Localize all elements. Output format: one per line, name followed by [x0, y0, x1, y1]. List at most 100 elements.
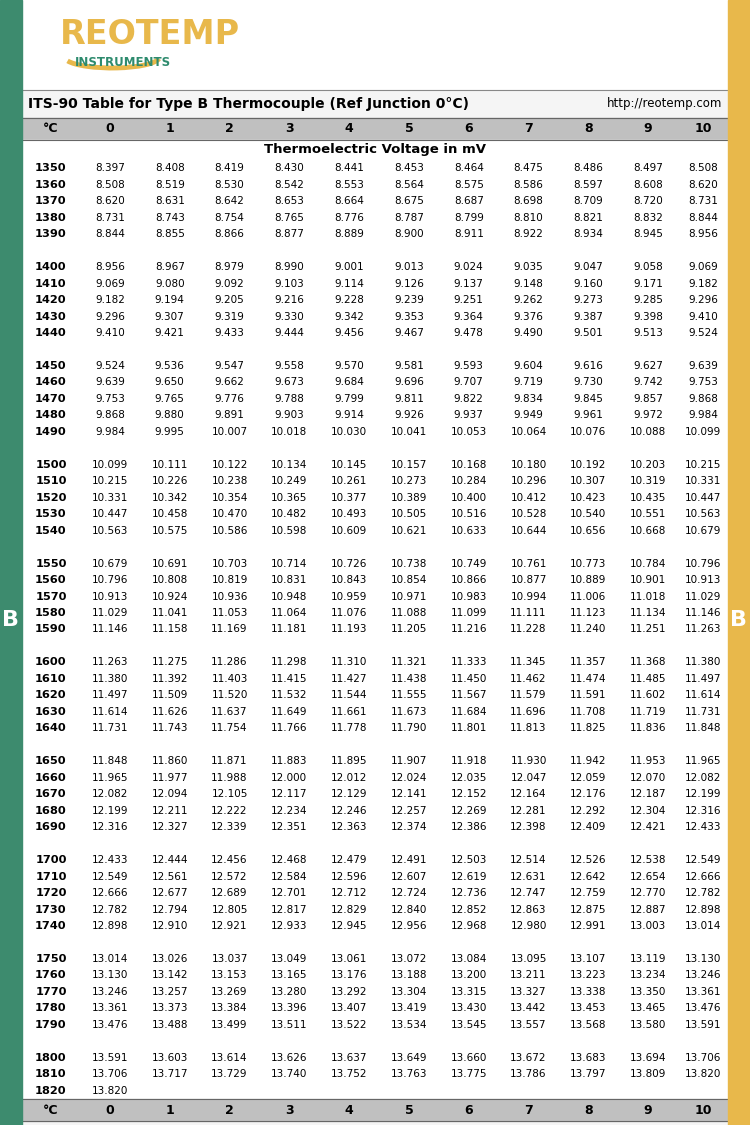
Text: 10.273: 10.273 — [391, 476, 427, 486]
Text: 9.069: 9.069 — [95, 279, 124, 288]
Bar — [22, 140, 728, 160]
Text: 9.937: 9.937 — [454, 411, 484, 421]
Text: 11.591: 11.591 — [570, 691, 607, 701]
Text: 11.088: 11.088 — [391, 608, 427, 618]
Text: 11.848: 11.848 — [92, 756, 128, 766]
Text: 11.626: 11.626 — [152, 706, 188, 717]
Text: 10.796: 10.796 — [685, 559, 722, 568]
Text: 10.261: 10.261 — [331, 476, 368, 486]
Text: 8.542: 8.542 — [274, 180, 304, 190]
Text: 12.199: 12.199 — [685, 790, 722, 799]
Text: 12.794: 12.794 — [152, 904, 188, 915]
Text: 10.749: 10.749 — [451, 559, 487, 568]
Text: 9.984: 9.984 — [688, 411, 718, 421]
Text: 11.041: 11.041 — [152, 608, 188, 618]
Text: 10.064: 10.064 — [511, 426, 547, 436]
Text: 13.200: 13.200 — [451, 971, 487, 981]
Text: 12.736: 12.736 — [451, 888, 487, 898]
Text: 12.805: 12.805 — [211, 904, 248, 915]
Text: 10.819: 10.819 — [211, 575, 248, 585]
Text: 13.706: 13.706 — [685, 1053, 722, 1063]
Text: 10.331: 10.331 — [92, 493, 128, 503]
Text: 10.808: 10.808 — [152, 575, 188, 585]
Text: 11.661: 11.661 — [331, 706, 368, 717]
Text: 9.319: 9.319 — [214, 312, 244, 322]
Text: 11.965: 11.965 — [685, 756, 722, 766]
Text: 13.269: 13.269 — [211, 987, 248, 997]
Text: 10.215: 10.215 — [92, 476, 128, 486]
Text: 10.994: 10.994 — [510, 592, 547, 602]
Text: 11.754: 11.754 — [211, 723, 248, 734]
Text: 10.726: 10.726 — [331, 559, 368, 568]
Text: 9.364: 9.364 — [454, 312, 484, 322]
Text: 9.444: 9.444 — [274, 328, 304, 338]
Text: 11.509: 11.509 — [152, 691, 188, 701]
Text: 13.361: 13.361 — [685, 987, 722, 997]
Text: 10.331: 10.331 — [685, 476, 722, 486]
Text: 8.979: 8.979 — [214, 262, 244, 272]
Text: 9.376: 9.376 — [514, 312, 544, 322]
Text: 13.072: 13.072 — [391, 954, 427, 964]
Text: 10.913: 10.913 — [92, 592, 128, 602]
Text: 11.216: 11.216 — [451, 624, 487, 634]
Text: 10.854: 10.854 — [391, 575, 427, 585]
Text: 11.450: 11.450 — [451, 674, 487, 684]
Text: 9.490: 9.490 — [514, 328, 544, 338]
Text: 13.338: 13.338 — [570, 987, 607, 997]
Text: 1710: 1710 — [35, 872, 67, 882]
Text: 13.304: 13.304 — [391, 987, 427, 997]
Text: 11.228: 11.228 — [510, 624, 547, 634]
Text: 12.770: 12.770 — [630, 888, 666, 898]
Text: 1610: 1610 — [35, 674, 67, 684]
Text: 10.668: 10.668 — [630, 525, 666, 536]
Text: 12.910: 12.910 — [152, 921, 188, 932]
Text: 11.965: 11.965 — [92, 773, 128, 783]
Text: 8.698: 8.698 — [514, 196, 544, 206]
Text: 9.845: 9.845 — [573, 394, 603, 404]
Text: 11.357: 11.357 — [570, 657, 607, 667]
Text: 9.296: 9.296 — [688, 295, 718, 305]
Text: 9.696: 9.696 — [394, 377, 424, 387]
Text: 9.501: 9.501 — [574, 328, 603, 338]
Text: 10.365: 10.365 — [271, 493, 308, 503]
Text: 10.516: 10.516 — [451, 510, 487, 519]
Text: 9.742: 9.742 — [633, 377, 663, 387]
Text: 11.298: 11.298 — [271, 657, 308, 667]
Text: 9.788: 9.788 — [274, 394, 304, 404]
Text: 11.942: 11.942 — [570, 756, 607, 766]
Text: 10.145: 10.145 — [331, 460, 368, 470]
Text: 10.598: 10.598 — [271, 525, 308, 536]
Text: 9.868: 9.868 — [688, 394, 718, 404]
Text: 9.662: 9.662 — [214, 377, 244, 387]
Text: 12.991: 12.991 — [570, 921, 607, 932]
Text: 1690: 1690 — [35, 822, 67, 832]
Text: 11.345: 11.345 — [510, 657, 547, 667]
Text: 1660: 1660 — [35, 773, 67, 783]
Text: 1550: 1550 — [35, 559, 67, 568]
Text: 11.977: 11.977 — [152, 773, 188, 783]
Text: 10.088: 10.088 — [630, 426, 666, 436]
Text: 1780: 1780 — [35, 1004, 67, 1014]
Text: 10.761: 10.761 — [510, 559, 547, 568]
Text: 11.649: 11.649 — [271, 706, 308, 717]
Text: 12.852: 12.852 — [451, 904, 487, 915]
Text: 11.731: 11.731 — [92, 723, 128, 734]
Text: 8.776: 8.776 — [334, 213, 364, 223]
Text: 9.765: 9.765 — [154, 394, 184, 404]
Bar — [728, 0, 750, 1125]
Text: 9.673: 9.673 — [274, 377, 304, 387]
Text: 9.262: 9.262 — [514, 295, 544, 305]
Text: 9.080: 9.080 — [155, 279, 184, 288]
Text: 12.817: 12.817 — [271, 904, 308, 915]
Text: 1400: 1400 — [35, 262, 67, 272]
Text: 12.654: 12.654 — [630, 872, 666, 882]
Text: 10.621: 10.621 — [391, 525, 427, 536]
Text: 13.188: 13.188 — [391, 971, 427, 981]
Text: 9.524: 9.524 — [95, 361, 124, 371]
Text: 12.339: 12.339 — [211, 822, 248, 832]
Text: °C: °C — [44, 1104, 58, 1116]
Text: 13.488: 13.488 — [152, 1020, 188, 1029]
Text: 10.575: 10.575 — [152, 525, 188, 536]
Text: 13.292: 13.292 — [331, 987, 368, 997]
Text: 13.003: 13.003 — [630, 921, 666, 932]
